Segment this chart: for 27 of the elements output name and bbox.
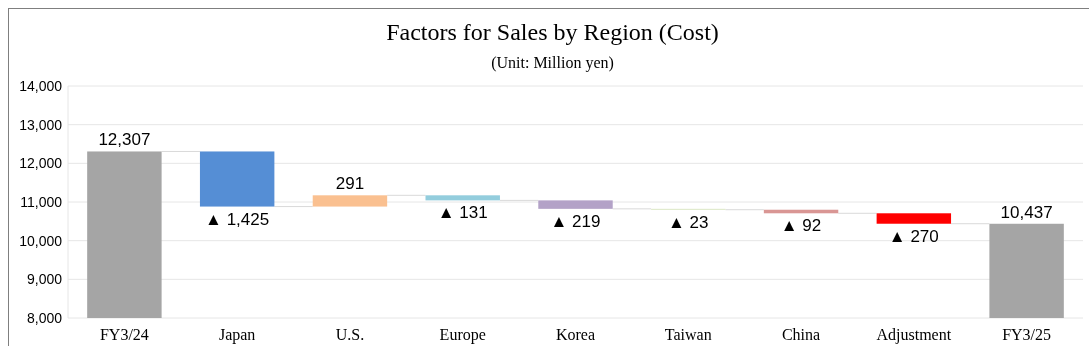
data-label: ▲ 1,425 [205,209,270,229]
y-tick-label: 9,000 [26,271,63,288]
x-tick-label: Korea [555,326,596,343]
data-label: 12,307 [98,130,151,150]
x-tick-label: FY3/24 [99,326,149,343]
data-label: 10,437 [1000,202,1053,222]
data-label: ▲ 219 [550,211,601,231]
data-label: ▲ 92 [780,216,822,236]
y-tick-label: 12,000 [19,155,63,172]
y-tick-label: 13,000 [19,116,63,133]
chart-title: Factors for Sales by Region (Cost) [386,19,719,45]
data-label: ▲ 131 [437,203,488,223]
data-label: ▲ 23 [668,212,709,232]
y-tick-label: 14,000 [19,77,63,94]
x-tick-label: Europe [439,326,486,344]
chart-subtitle: (Unit: Million yen) [491,54,614,72]
data-label: 291 [335,174,365,194]
y-tick-label: 8,000 [26,309,63,326]
x-tick-label: FY3/25 [1002,326,1052,343]
x-tick-label: China [781,326,821,343]
x-tick-label: Taiwan [664,326,712,343]
y-tick-label: 11,000 [20,193,63,210]
y-tick-label: 10,000 [19,232,63,249]
x-tick-label: U.S. [335,326,365,343]
x-tick-label: Adjustment [876,326,952,344]
x-tick-label: Japan [218,326,256,344]
data-label: ▲ 270 [888,226,939,246]
